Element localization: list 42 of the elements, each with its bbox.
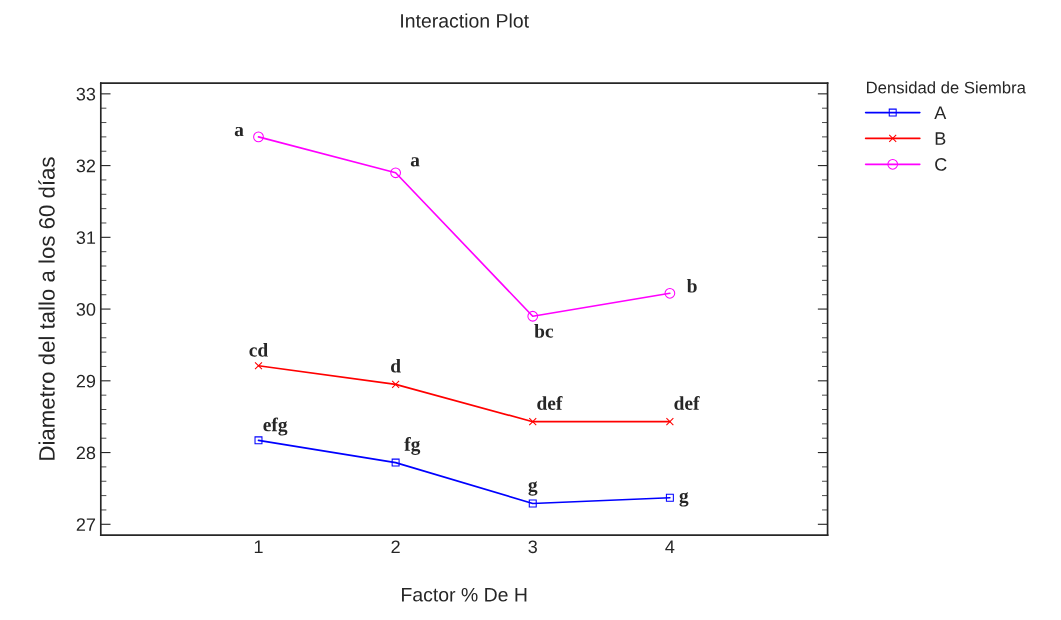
point	[391, 380, 400, 389]
annotation: a	[234, 126, 244, 137]
point	[253, 131, 264, 143]
legend-title: Densidad de Siembra	[867, 81, 1026, 94]
x-axis-title: Factor % De H	[402, 587, 527, 602]
point	[391, 458, 400, 467]
legend-label: B	[935, 132, 946, 145]
annotation: bc	[534, 324, 554, 338]
annotation: d	[391, 358, 401, 373]
chart-title: Interaction Plot	[401, 13, 529, 28]
y-axis-title: Diametro del tallo a los 60 días	[38, 157, 55, 460]
y-tick-label: 32	[76, 159, 96, 173]
legend-label: C	[935, 158, 947, 171]
y-tick-label: 30	[76, 303, 96, 316]
y-tick-label: 33	[76, 87, 96, 101]
point	[390, 167, 401, 179]
x-tick-label: 1	[254, 540, 263, 554]
annotation: fg	[404, 436, 421, 455]
annotation: a	[410, 157, 420, 167]
point	[528, 499, 537, 508]
annotation: g	[528, 481, 538, 496]
x-tick-label: 3	[528, 540, 537, 554]
y-tick-label: 28	[76, 446, 96, 460]
annotation: def	[537, 396, 563, 410]
point	[254, 361, 263, 370]
point	[528, 417, 537, 426]
annotation: b	[686, 278, 697, 293]
point	[664, 287, 676, 299]
x-tick-label: 4	[665, 540, 675, 554]
point	[527, 310, 539, 322]
y-tick-label: 29	[76, 374, 96, 388]
x-tick-label: 2	[391, 540, 400, 554]
y-tick-label: 31	[76, 231, 96, 245]
legend-label: A	[934, 106, 947, 119]
point	[665, 417, 674, 426]
annotation: efg	[263, 417, 288, 436]
annotation: cd	[249, 343, 268, 357]
y-tick-label: 27	[76, 518, 96, 531]
annotation: g	[679, 492, 689, 507]
point	[254, 436, 263, 445]
annotation: def	[674, 396, 700, 410]
point	[665, 493, 674, 502]
